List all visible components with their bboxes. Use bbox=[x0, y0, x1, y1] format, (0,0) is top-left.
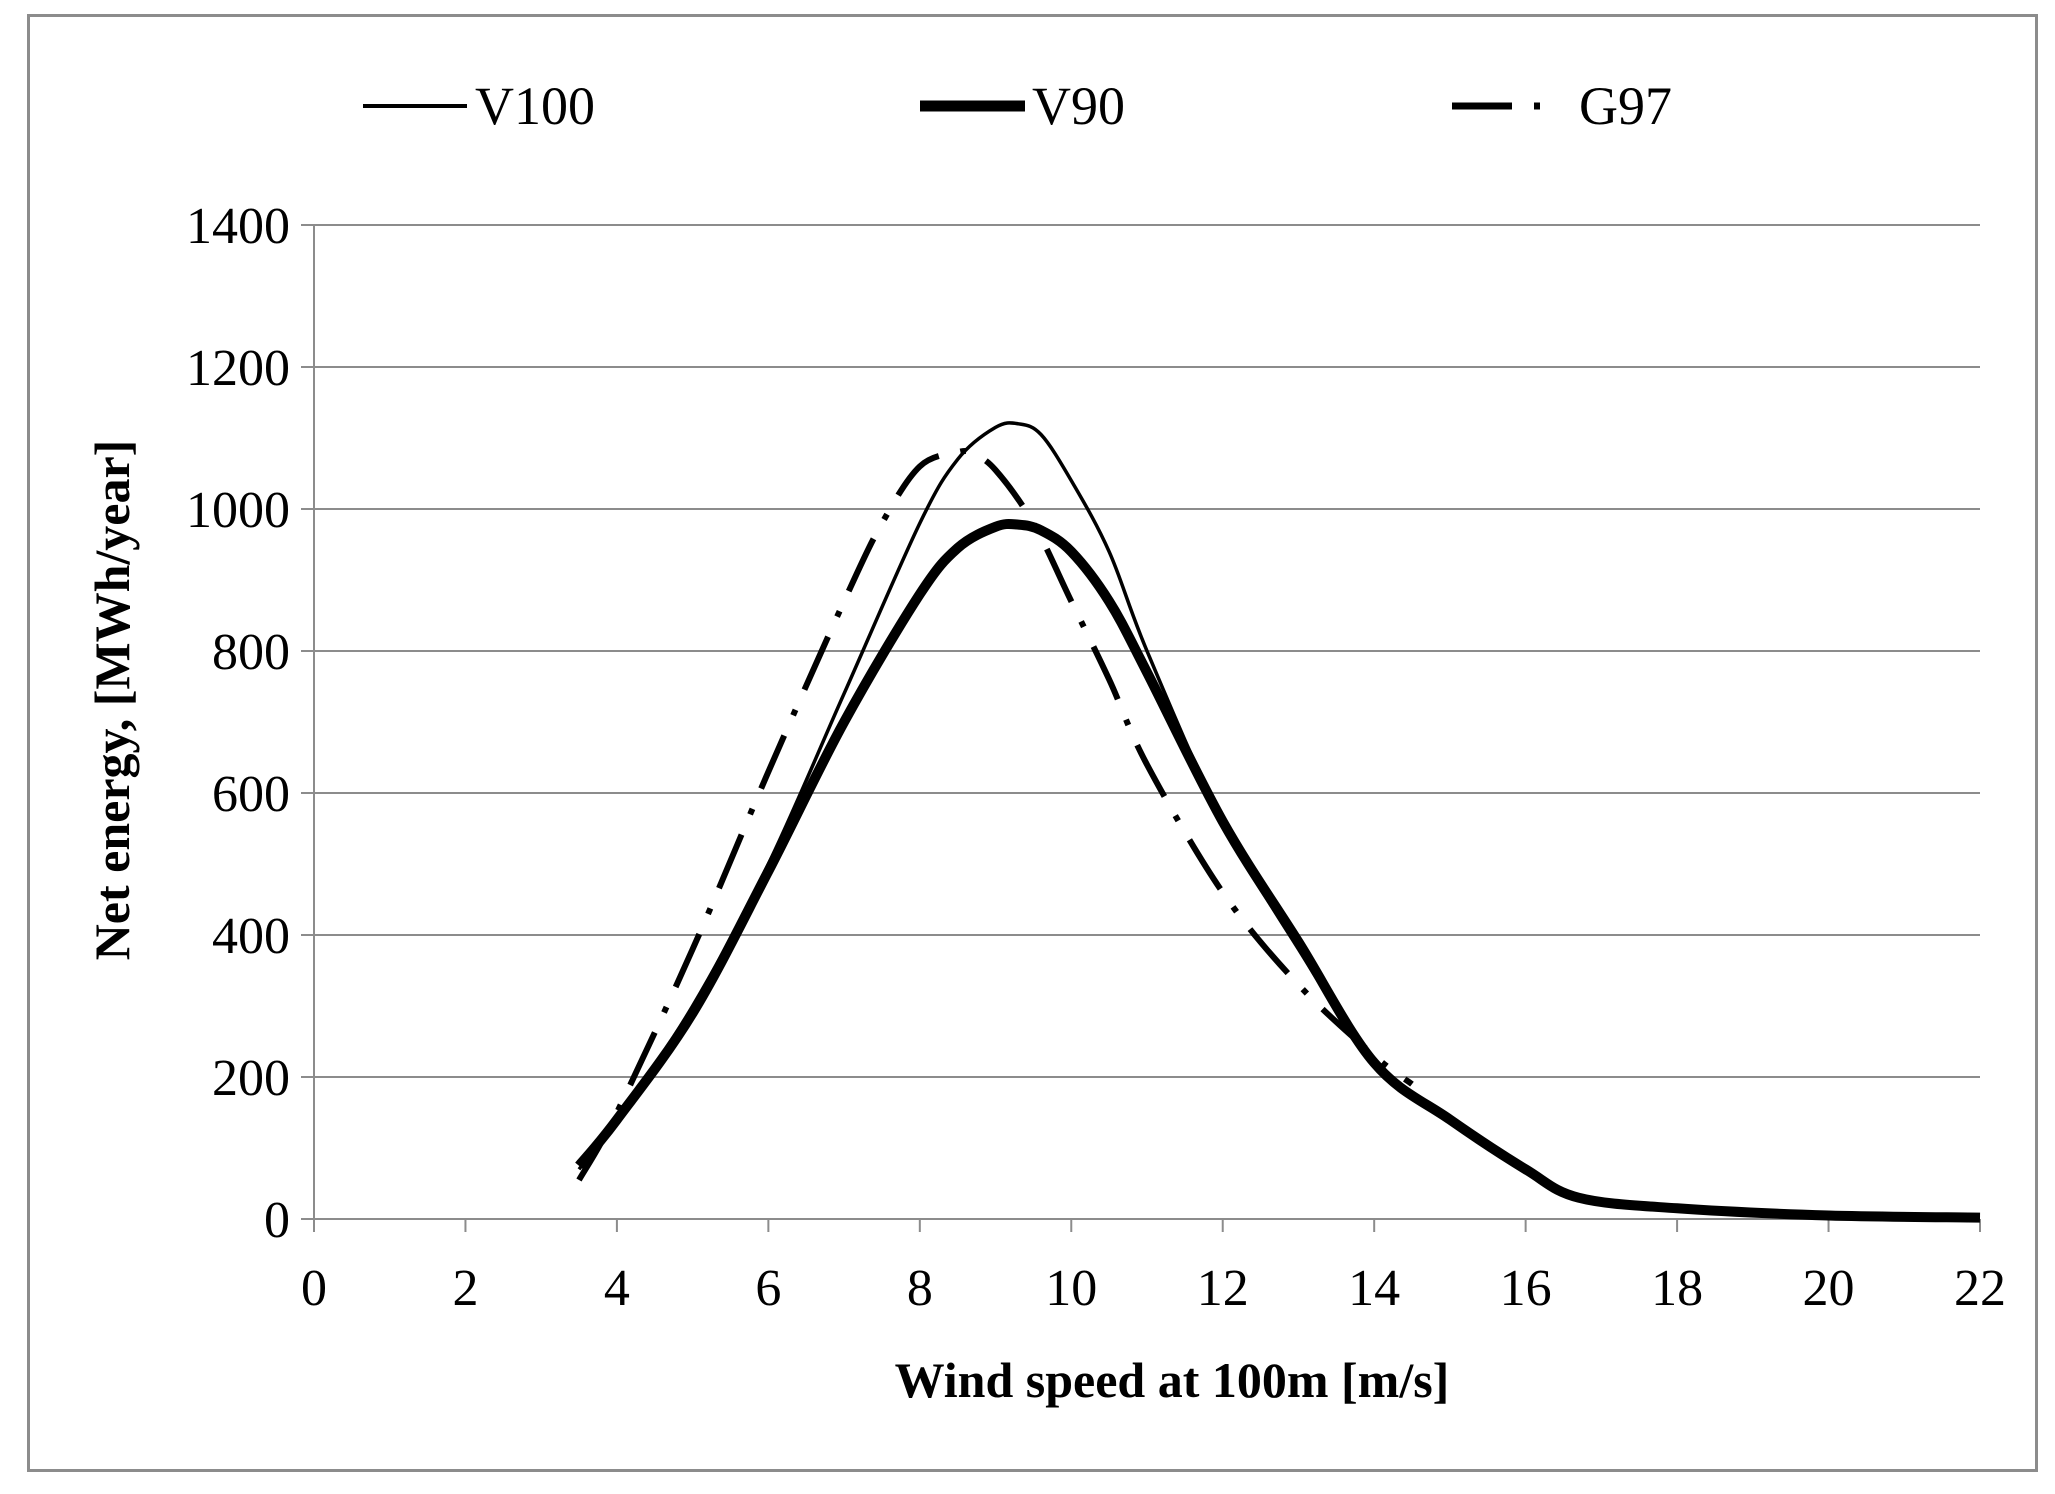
y-tick-label: 200 bbox=[212, 1050, 290, 1107]
legend-label-v90: V90 bbox=[1032, 76, 1125, 136]
x-tick-label: 16 bbox=[1500, 1260, 1552, 1317]
y-tick-label: 600 bbox=[212, 766, 290, 823]
x-tick-label: 20 bbox=[1803, 1260, 1855, 1317]
x-tick-label: 12 bbox=[1197, 1260, 1249, 1317]
y-tick-label: 1000 bbox=[186, 482, 290, 539]
x-tick-label: 6 bbox=[755, 1260, 781, 1317]
x-tick-label: 18 bbox=[1651, 1260, 1703, 1317]
y-tick-label: 400 bbox=[212, 908, 290, 965]
series-line-g97 bbox=[576, 447, 1414, 1182]
legend: V100 V90 G97 bbox=[363, 76, 1672, 136]
chart-frame: 0 200 400 600 800 1000 1200 1400 0 2 4 6 8 10 12 14 16 18… bbox=[27, 14, 2038, 1472]
x-tick-label: 14 bbox=[1348, 1260, 1400, 1317]
tick-labels: 0 200 400 600 800 1000 1200 1400 0 2 4 6 8 10 12 14 16 18… bbox=[186, 198, 2006, 1317]
x-tick-label: 4 bbox=[604, 1260, 630, 1317]
gridlines bbox=[314, 224, 1980, 1078]
y-tick-label: 0 bbox=[264, 1192, 290, 1249]
legend-label-g97: G97 bbox=[1579, 76, 1672, 136]
axes bbox=[301, 224, 1981, 1232]
line-chart: 0 200 400 600 800 1000 1200 1400 0 2 4 6 8 10 12 14 16 18… bbox=[84, 76, 2006, 1408]
y-tick-label: 1200 bbox=[186, 340, 290, 397]
x-tick-label: 10 bbox=[1045, 1260, 1097, 1317]
series-line-v90 bbox=[575, 518, 1981, 1223]
x-tick-label: 2 bbox=[452, 1260, 478, 1317]
series-lines bbox=[575, 421, 1981, 1223]
y-tick-label: 1400 bbox=[186, 198, 290, 255]
y-tick-label: 800 bbox=[212, 624, 290, 681]
y-axis-title: Net energy, [MWh/year] bbox=[84, 440, 140, 961]
x-tick-label: 22 bbox=[1954, 1260, 2006, 1317]
x-tick-label: 8 bbox=[907, 1260, 933, 1317]
x-tick-label: 0 bbox=[301, 1260, 327, 1317]
legend-label-v100: V100 bbox=[475, 76, 595, 136]
x-axis-title: Wind speed at 100m [m/s] bbox=[895, 1352, 1450, 1408]
